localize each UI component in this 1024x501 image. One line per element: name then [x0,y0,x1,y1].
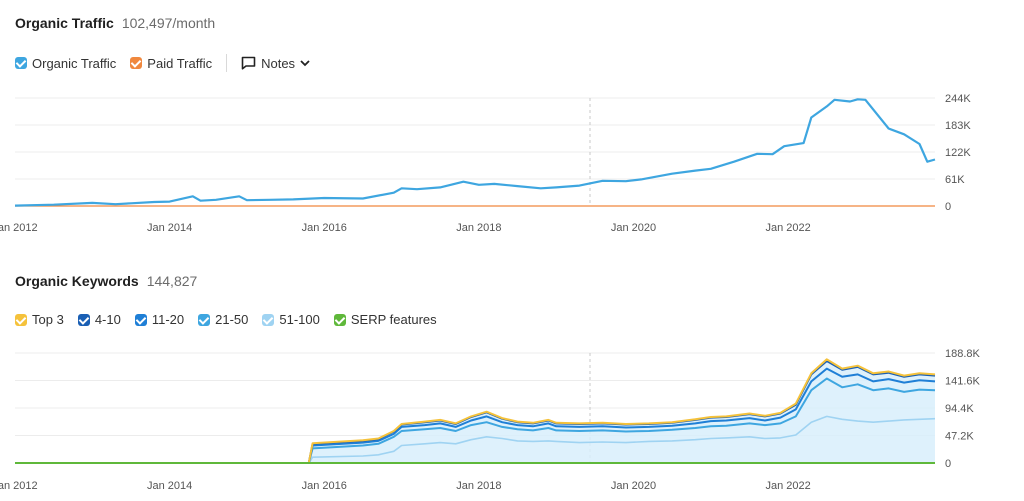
traffic-title: Organic Traffic [15,15,114,31]
legend-label: 21-50 [215,312,249,327]
legend-label: 4-10 [94,312,121,327]
comment-icon [241,56,256,70]
checkbox-icon[interactable] [198,313,211,326]
y-tick-label: 0 [945,201,951,213]
x-tick-label: Jan 2022 [765,480,810,492]
keywords-legend: Top 3 4-10 11-20 21-50 51-100 SERP featu… [15,312,451,327]
x-tick-label: Jan 2018 [456,480,501,492]
keywords-metric: 144,827 [146,273,198,289]
traffic-legend: Organic Traffic Paid Traffic Notes [15,54,315,72]
checkbox-icon[interactable] [134,313,147,326]
x-tick-label: Jan 2020 [611,222,656,234]
x-tick-label: Jan 2016 [302,480,347,492]
series-line-top-3 [15,358,936,464]
checkbox-icon[interactable] [333,313,346,326]
legend-serp-features[interactable]: SERP features [333,312,437,327]
keywords-area-fill [15,359,935,463]
series-line-21-50 [15,377,936,464]
x-tick-label: Jan 2012 [0,480,38,492]
legend-label: Paid Traffic [147,55,213,71]
legend-top-3[interactable]: Top 3 [15,312,64,327]
organic-keywords-panel: Organic Keywords 144,827 Top 3 4-10 11-2… [0,258,1024,501]
legend-divider [226,54,228,72]
series-line-51-100 [15,415,936,464]
organic-keywords-chart[interactable]: 0 47.2K 94.4K 141.6K 188.8K Jan 2012 Jan 2014 J… [0,258,1024,501]
legend-51-100[interactable]: 51-100 [262,312,320,327]
x-tick-label: Jan 2020 [611,480,656,492]
legend-label: 51-100 [279,312,320,327]
y-tick-label: 61K [945,174,965,186]
y-tick-label: 94.4K [945,403,974,415]
legend-label: SERP features [350,312,437,327]
organic-traffic-chart[interactable]: 0 61K 122K 183K 244K Jan 2012 Jan 2014 Jan 2016… [0,0,1024,245]
keywords-title: Organic Keywords [15,273,139,289]
legend-11-20[interactable]: 11-20 [134,312,185,327]
x-tick-label: Jan 2014 [147,480,192,492]
legend-paid-traffic[interactable]: Paid Traffic [130,56,212,71]
checkbox-icon[interactable] [15,57,27,69]
legend-label: Top 3 [32,312,64,327]
legend-label: 11-20 [151,312,185,327]
y-tick-label: 244K [945,93,971,105]
notes-dropdown[interactable]: Notes [241,56,315,71]
chevron-down-icon [300,59,310,66]
y-tick-label: 0 [945,458,951,470]
organic-traffic-line [14,98,936,207]
legend-21-50[interactable]: 21-50 [198,312,248,327]
x-tick-label: Jan 2018 [456,222,501,234]
traffic-metric: 102,497/month [121,15,216,31]
keywords-title-row: Organic Keywords 144,827 [15,273,197,289]
traffic-title-row: Organic Traffic 102,497/month [15,15,215,31]
checkbox-icon[interactable] [262,313,275,326]
x-tick-label: Jan 2016 [302,222,347,234]
checkbox-icon[interactable] [130,57,143,69]
y-tick-label: 141.6K [945,376,981,388]
series-line-11-20 [15,367,936,464]
organic-traffic-panel: Organic Traffic 102,497/month Organic Tr… [0,0,1024,245]
x-tick-label: Jan 2014 [147,222,192,234]
notes-label: Notes [261,55,296,71]
legend-4-10[interactable]: 4-10 [77,312,121,327]
y-tick-label: 47.2K [945,431,974,443]
y-tick-label: 188.8K [945,348,981,360]
y-tick-label: 122K [945,147,971,159]
legend-label: Organic Traffic [32,55,117,71]
x-tick-label: Jan 2022 [765,222,810,234]
checkbox-icon[interactable] [77,313,90,326]
legend-organic-traffic[interactable]: Organic Traffic [15,56,116,71]
y-tick-label: 183K [945,120,971,132]
checkbox-icon[interactable] [15,313,27,326]
x-tick-label: Jan 2012 [0,222,38,234]
